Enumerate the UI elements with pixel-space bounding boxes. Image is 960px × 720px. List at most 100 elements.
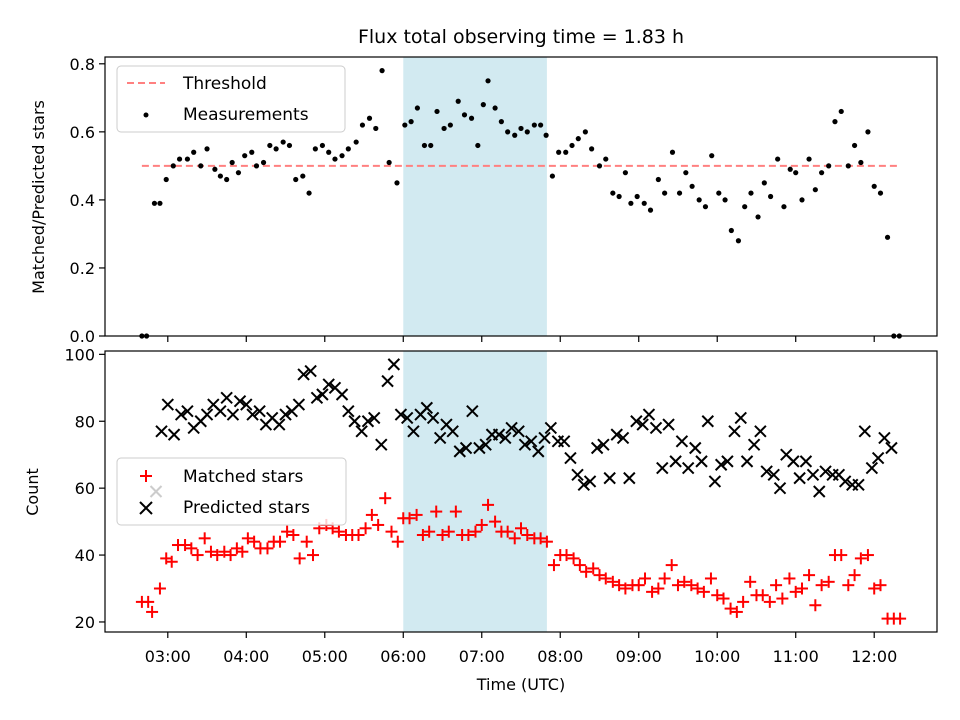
x-tick-label: 04:00 [223,647,269,666]
matched-star-point [372,518,385,531]
matched-star-point [619,582,632,595]
predicted-star-point [793,471,806,485]
predicted-star-point [420,401,434,415]
matched-star-point [204,545,217,558]
matched-star-point [218,545,231,558]
predicted-star-point [754,425,767,438]
predicted-star-point [760,465,773,478]
measurement-point [229,159,235,166]
matched-star-point [717,592,730,605]
matched-star-point [540,535,553,548]
measurement-point [589,146,595,152]
measurement-point [326,149,332,155]
measurement-point [662,190,668,196]
measurement-point [596,163,603,169]
predicted-star-point [871,451,885,465]
measurement-point [826,163,832,169]
matched-star-point [261,542,274,555]
measurement-point [455,98,461,104]
measurement-point [669,149,676,155]
predicted-star-point [524,435,538,448]
matched-star-point [423,525,436,538]
predicted-star-point [577,478,590,492]
predicted-star-point [852,478,865,492]
matched-star-point [430,505,443,518]
matched-star-point [501,525,514,538]
predicted-star-point [505,421,518,435]
predicted-star-point [551,435,565,448]
measurement-point [480,102,486,108]
y-tick-label: 0.8 [70,55,95,74]
measurement-point [524,129,530,135]
matched-star-point [613,579,626,592]
predicted-star-point [878,431,891,445]
matched-star-point [416,528,429,541]
measurement-point [441,125,447,132]
matched-star-point [770,579,783,592]
matched-star-point [652,582,665,595]
measurement-point [641,200,647,206]
measurement-point [260,159,267,166]
matched-star-point [515,522,527,535]
top-y-axis-label: Matched/Predicted stars [29,100,48,294]
matched-star-point [685,579,698,592]
predicted-star-point [233,394,247,408]
y-tick-label: 0.0 [70,327,95,346]
y-tick-label: 100 [64,345,95,364]
matched-star-point [671,579,684,592]
predicted-star-point [571,468,584,481]
matched-star-point [894,612,907,625]
predicted-star-point [669,455,682,468]
measurement-point [267,142,273,149]
matched-star-point [359,522,372,535]
matched-star-point [737,595,750,608]
measurement-point [184,156,191,162]
matched-star-point [697,585,710,598]
matched-star-point [803,569,816,582]
predicted-star-point [253,405,266,418]
measurement-point [819,170,825,176]
predicted-star-point [400,411,414,425]
measurement-point [345,146,351,152]
matched-star-point [567,552,580,565]
predicted-star-point [518,438,532,451]
measurement-point [781,204,787,210]
matched-star-point [248,535,261,548]
measurement-point [832,119,838,125]
chart-title: Flux total observing time = 1.83 h [358,26,684,48]
predicted-star-point [538,431,551,445]
matched-star-point [365,508,378,521]
predicted-star-point [819,465,832,478]
legend-matched-label: Matched stars [183,467,303,487]
predicted-star-point [387,358,401,371]
predicted-star-point [787,455,800,468]
measurement-point [787,166,793,172]
measurement-point [806,156,812,162]
matched-star-point [236,545,249,558]
predicted-star-point [838,475,852,488]
predicted-star-point [246,408,259,421]
measurement-point [198,163,204,169]
predicted-star-point [279,408,292,421]
measurement-point [742,204,748,210]
predicted-star-point [799,455,813,468]
measurement-point [373,125,379,132]
predicted-star-point [381,374,394,388]
legend-matched-swatch [140,470,152,482]
x-tick-label: 03:00 [145,647,191,666]
y-tick-label: 80 [75,412,95,431]
measurement-point [871,183,877,189]
measurement-point [634,193,640,200]
measurement-point [531,122,537,128]
predicted-star-point [453,445,466,458]
matched-star-point [281,525,294,538]
predicted-star-point [662,418,675,431]
measurement-point [735,238,742,244]
predicted-star-point [304,364,317,378]
measurement-point [505,129,511,135]
predicted-star-point [583,475,597,488]
matched-star-point [241,532,254,545]
matched-star-point [211,549,224,562]
x-tick-label: 09:00 [616,647,662,666]
predicted-star-point [155,425,168,438]
